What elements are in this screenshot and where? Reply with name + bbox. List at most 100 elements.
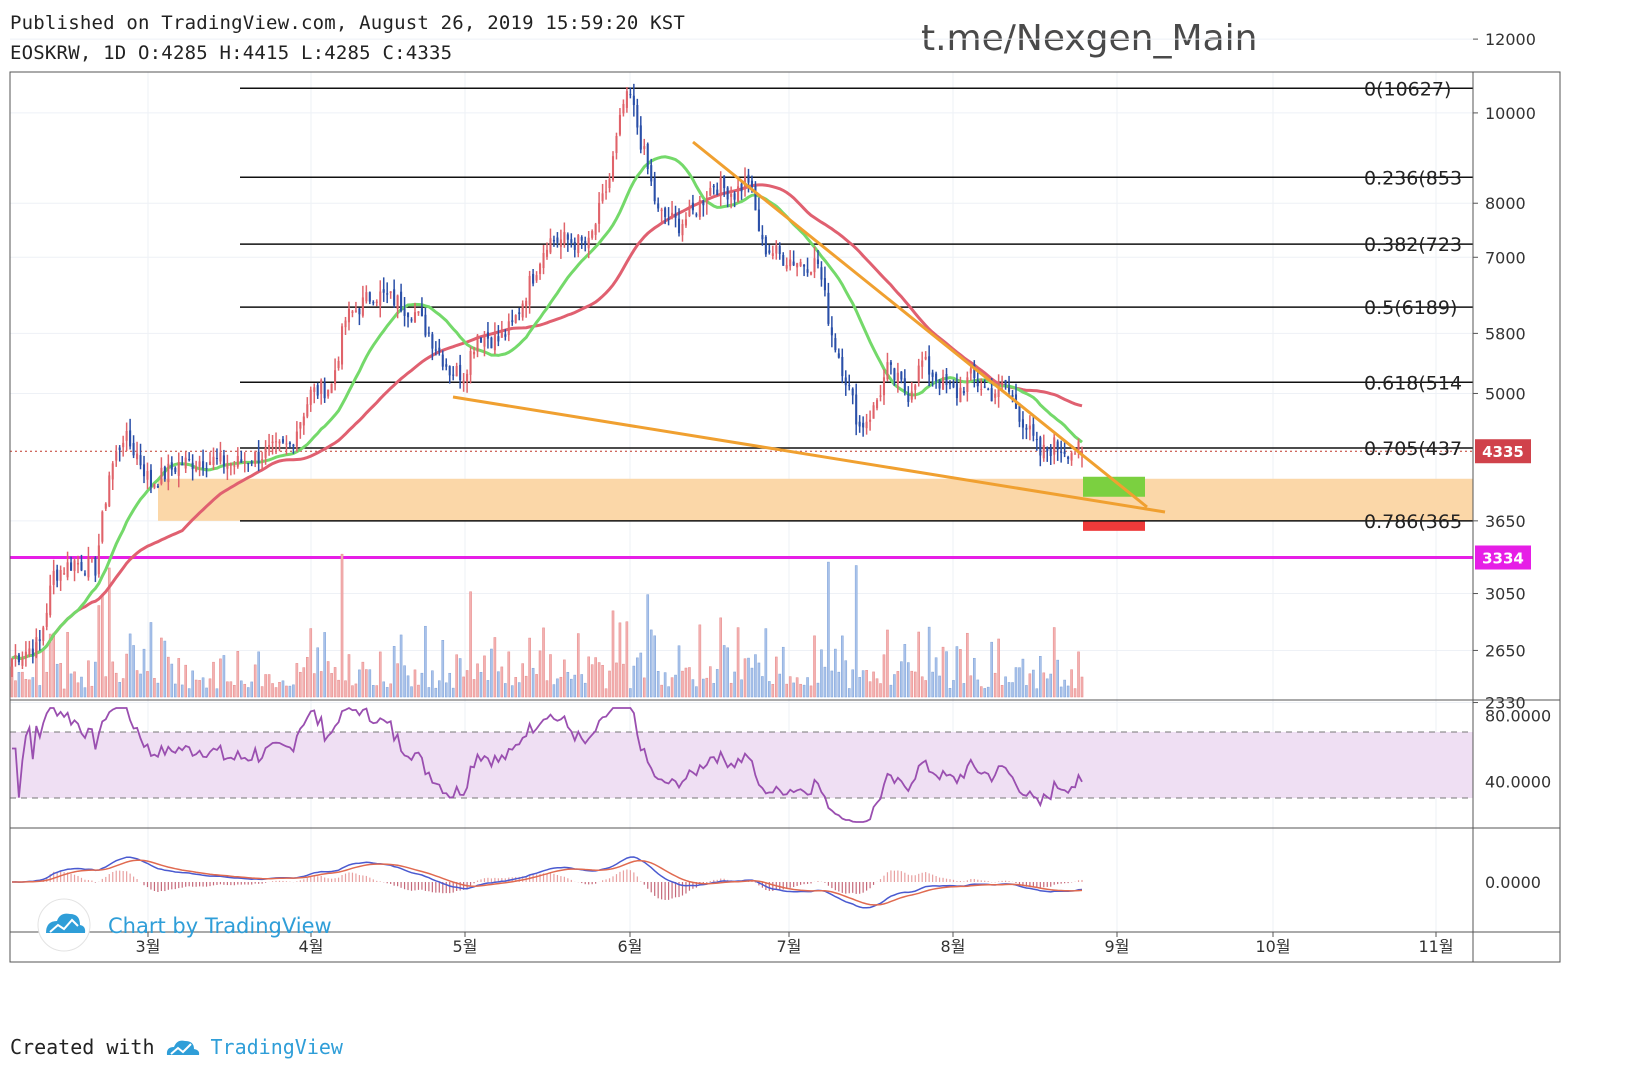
volume-bar bbox=[295, 663, 299, 698]
volume-bar bbox=[656, 671, 660, 698]
candle-body bbox=[1028, 425, 1031, 430]
volume-bar bbox=[809, 685, 813, 698]
candle-body bbox=[306, 404, 309, 417]
volume-bar bbox=[684, 667, 688, 698]
volume-bar bbox=[625, 621, 629, 698]
candle-body bbox=[257, 451, 260, 464]
volume-bar bbox=[323, 632, 326, 698]
volume-bar bbox=[524, 675, 528, 698]
volume-bar bbox=[719, 617, 722, 698]
candle-body bbox=[73, 560, 76, 572]
signal-line bbox=[12, 859, 1083, 906]
candle-body bbox=[844, 377, 847, 386]
volume-bar bbox=[622, 663, 625, 698]
candle-body bbox=[737, 186, 740, 202]
ma-fast-line bbox=[11, 155, 1083, 661]
candle-body bbox=[976, 379, 979, 387]
candle-body bbox=[441, 354, 444, 367]
candle-body bbox=[1070, 453, 1073, 461]
candle-body bbox=[497, 336, 500, 342]
candle-body bbox=[907, 393, 910, 402]
candle-body bbox=[205, 467, 208, 469]
candle-body bbox=[813, 258, 816, 273]
candle-body bbox=[327, 389, 330, 397]
volume-bar bbox=[271, 683, 274, 698]
volume-bar bbox=[743, 658, 747, 698]
candle-body bbox=[1011, 394, 1014, 398]
volume-bar bbox=[177, 658, 181, 698]
volume-bar bbox=[212, 661, 215, 698]
volume-bar bbox=[239, 680, 243, 698]
tradingview-logo-icon[interactable] bbox=[163, 1036, 203, 1058]
candle-body bbox=[459, 364, 462, 381]
price-badge-label: 4335 bbox=[1482, 443, 1524, 461]
candle-body bbox=[1032, 424, 1035, 436]
candle-body bbox=[733, 193, 736, 200]
volume-bar bbox=[306, 657, 309, 698]
candle-body bbox=[716, 189, 719, 195]
candle-body bbox=[375, 301, 378, 303]
candle-body bbox=[889, 362, 892, 365]
volume-bar bbox=[302, 667, 306, 698]
candle-body bbox=[254, 452, 257, 464]
candle-body bbox=[466, 373, 469, 381]
volume-bar bbox=[830, 670, 834, 698]
volume-bar bbox=[792, 682, 795, 698]
volume-bar bbox=[757, 662, 761, 698]
candle-body bbox=[521, 303, 524, 318]
candle-body bbox=[476, 335, 479, 352]
volume-bar bbox=[441, 640, 445, 698]
candle-body bbox=[584, 240, 587, 245]
candle-body bbox=[827, 292, 830, 324]
volume-bar bbox=[399, 634, 403, 698]
candle-body bbox=[577, 235, 580, 254]
candle-body bbox=[247, 463, 250, 465]
candle-body bbox=[490, 337, 493, 349]
volume-bar bbox=[795, 677, 799, 698]
candle-body bbox=[118, 447, 121, 450]
volume-bar bbox=[938, 675, 941, 698]
candle-body bbox=[535, 275, 538, 281]
volume-bar bbox=[1039, 656, 1042, 698]
volume-bar bbox=[816, 682, 820, 698]
candle-body bbox=[723, 175, 726, 189]
volume-bar bbox=[465, 670, 469, 698]
volume-bar bbox=[1052, 627, 1056, 698]
rsi-tick-label: 80.0000 bbox=[1485, 707, 1551, 726]
candle-body bbox=[278, 441, 281, 444]
candle-body bbox=[855, 394, 858, 425]
volume-bar bbox=[486, 680, 490, 698]
candle-body bbox=[1008, 387, 1011, 392]
volume-bar bbox=[288, 685, 292, 698]
fib-level-label: 0.618(514 bbox=[1364, 372, 1462, 394]
candle-body bbox=[229, 463, 232, 466]
candle-body bbox=[921, 360, 924, 367]
candle-body bbox=[615, 136, 618, 154]
candle-body bbox=[358, 308, 361, 315]
volume-bar bbox=[351, 685, 354, 698]
candle-body bbox=[667, 218, 670, 220]
volume-bar bbox=[462, 676, 465, 698]
volume-bar bbox=[90, 685, 94, 698]
candle-body bbox=[823, 278, 826, 291]
volume-bar bbox=[576, 633, 580, 698]
candle-body bbox=[962, 391, 965, 394]
fib-level-label: 0(10627) bbox=[1364, 78, 1451, 100]
tradingview-brand-link[interactable]: TradingView bbox=[210, 1035, 343, 1059]
candle-body bbox=[605, 191, 608, 193]
volume-bar bbox=[365, 669, 368, 698]
volume-bar bbox=[243, 683, 247, 698]
candle-body bbox=[677, 218, 681, 234]
candle-body bbox=[184, 457, 187, 469]
support-zone-rect bbox=[158, 478, 1473, 521]
volume-bar bbox=[556, 678, 559, 698]
volume-bar bbox=[490, 648, 493, 698]
candle-body bbox=[799, 261, 802, 266]
volume-bar bbox=[406, 675, 410, 698]
volume-bar bbox=[851, 669, 855, 698]
candle-body bbox=[935, 373, 938, 382]
candle-body bbox=[987, 388, 990, 390]
volume-bar bbox=[1066, 685, 1070, 698]
candle-body bbox=[525, 300, 528, 307]
